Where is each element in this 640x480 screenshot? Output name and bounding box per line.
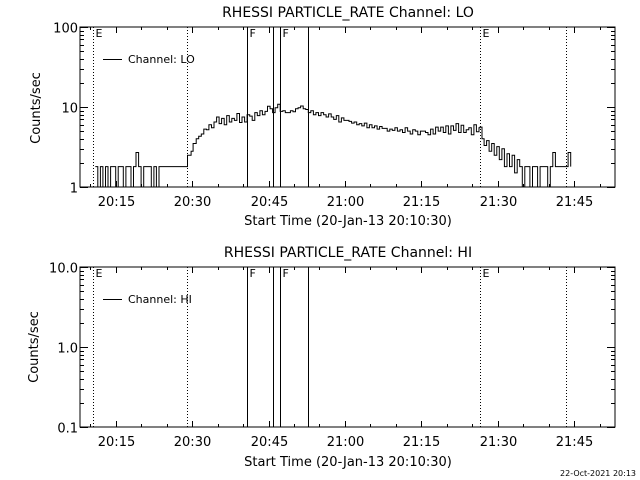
x-tick-label-lo: 21:15 (403, 195, 440, 210)
x-tick-label-lo: 20:15 (98, 195, 135, 210)
y-tick-label-hi: 1.0 (57, 342, 78, 357)
x-tick-label-hi: 20:30 (174, 435, 211, 450)
event-marker-label-lo: F (250, 27, 256, 40)
x-tick-label-lo: 20:45 (251, 195, 288, 210)
legend-label-hi: Channel: HI (128, 293, 192, 306)
data-series-line-lo (95, 103, 572, 188)
y-axis-title-hi: Counts/sec (27, 311, 42, 383)
event-marker-label-hi: F (283, 267, 289, 280)
y-tick-label-lo: 1 (70, 182, 78, 197)
x-tick-label-hi: 21:45 (556, 435, 593, 450)
y-axis-title-lo: Counts/sec (29, 72, 44, 144)
event-marker-label-lo: E (96, 27, 103, 40)
event-marker-label-hi: F (250, 267, 256, 280)
chart-title-hi: RHESSI PARTICLE_RATE Channel: HI (224, 245, 472, 261)
plot-panel-lo: RHESSI PARTICLE_RATE Channel: LO Start T… (29, 5, 616, 229)
x-tick-label-hi: 21:30 (480, 435, 517, 450)
footer-date-stamp: 22-Oct-2021 20:13 (560, 469, 636, 478)
chart-title-lo: RHESSI PARTICLE_RATE Channel: LO (222, 5, 474, 21)
plot-panel-hi: RHESSI PARTICLE_RATE Channel: HI Start T… (27, 245, 616, 470)
x-tick-label-lo: 21:45 (556, 195, 593, 210)
x-tick-label-hi: 21:00 (327, 435, 364, 450)
x-tick-label-lo: 21:00 (327, 195, 364, 210)
y-tick-label-lo: 10 (61, 102, 78, 117)
y-tick-label-hi: 10.0 (49, 262, 78, 277)
y-tick-label-lo: 100 (53, 22, 78, 37)
x-axis-title-hi: Start Time (20-Jan-13 20:10:30) (244, 455, 452, 470)
x-tick-label-lo: 21:30 (480, 195, 517, 210)
x-tick-label-hi: 20:15 (98, 435, 135, 450)
legend-label-lo: Channel: LO (128, 53, 195, 66)
x-tick-label-hi: 21:15 (403, 435, 440, 450)
event-marker-label-hi: E (96, 267, 103, 280)
x-axis-title-lo: Start Time (20-Jan-13 20:10:30) (244, 214, 452, 229)
y-tick-label-hi: 0.1 (57, 422, 78, 437)
event-marker-label-hi: E (483, 267, 490, 280)
x-tick-label-hi: 20:45 (251, 435, 288, 450)
event-marker-label-lo: E (483, 27, 490, 40)
x-tick-label-lo: 20:30 (174, 195, 211, 210)
event-marker-label-lo: F (283, 27, 289, 40)
